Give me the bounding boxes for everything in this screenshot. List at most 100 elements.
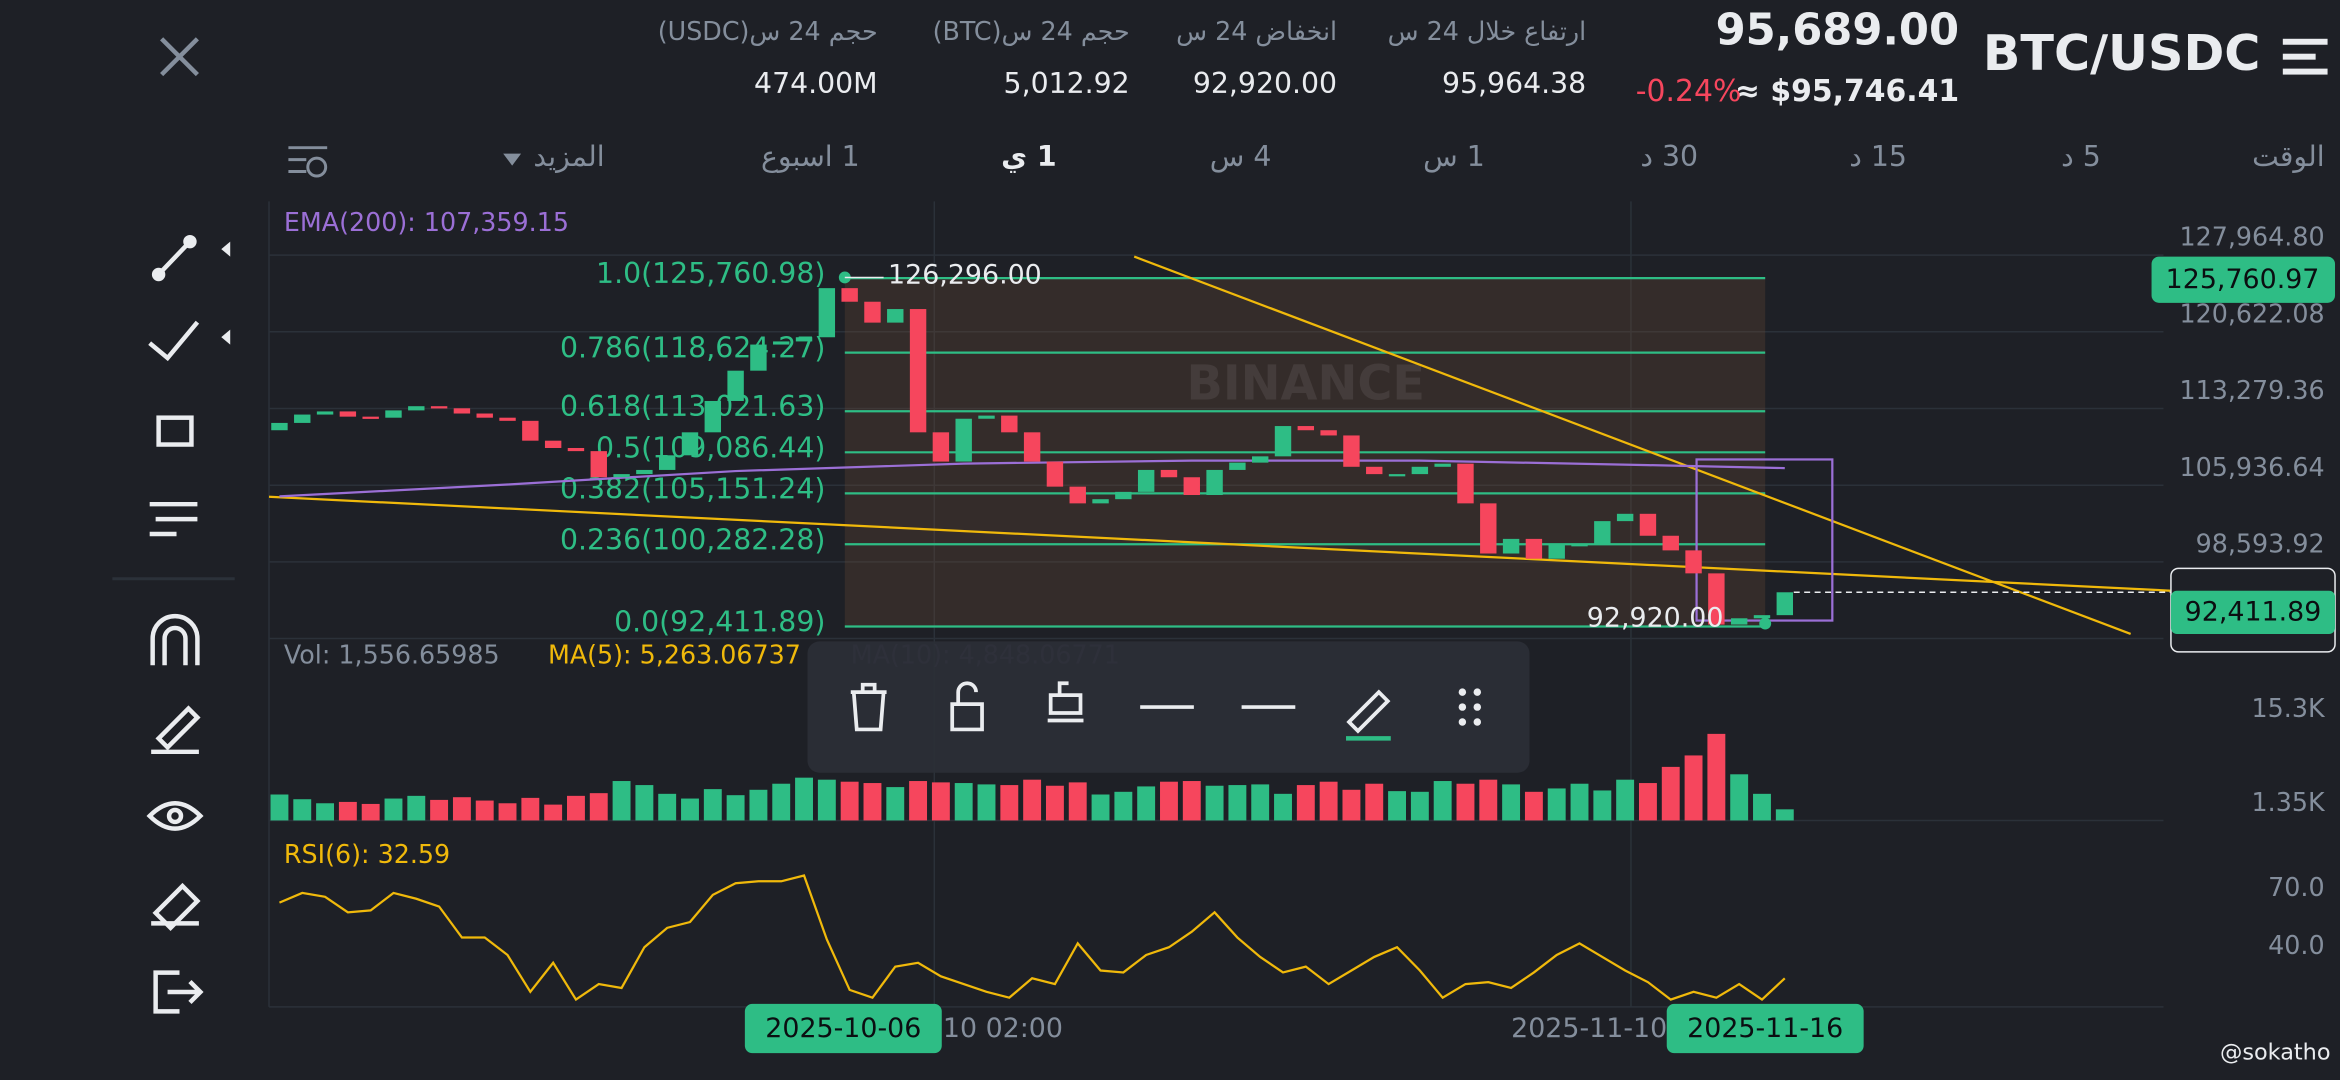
candle-body — [1411, 466, 1429, 475]
template-icon[interactable] — [1047, 681, 1084, 723]
interval-tab[interactable]: الوقت — [2252, 140, 2325, 173]
interval-tab[interactable]: 15 د — [1849, 140, 1907, 173]
volume-bar — [749, 789, 768, 821]
volume-bar — [361, 803, 380, 821]
volume-bar — [1000, 785, 1019, 821]
volume-bar — [1707, 733, 1726, 821]
candle-body — [590, 451, 607, 478]
fib-label: 0.786(118,624.27) — [560, 332, 825, 365]
volume-bar — [1251, 784, 1270, 821]
volume-bar — [293, 799, 312, 821]
candle-body — [1434, 463, 1451, 467]
volume-bar — [635, 785, 654, 821]
candle-body — [1069, 486, 1086, 504]
volume-bar — [658, 793, 677, 821]
candle-body — [978, 415, 995, 419]
volume-bar — [384, 798, 403, 821]
volume-bar — [1753, 793, 1771, 821]
interval-tab[interactable]: 1 اسبوع — [761, 140, 860, 173]
candle-body — [1229, 462, 1246, 470]
volume-bar — [772, 783, 791, 821]
volume-bar — [612, 781, 631, 821]
volume-bar — [1045, 785, 1064, 821]
ema-line — [279, 459, 1785, 498]
candle-body — [864, 301, 881, 323]
close-button[interactable] — [160, 37, 199, 77]
volume-bar — [681, 798, 699, 821]
price-tick-label: 113,279.36 — [2179, 375, 2324, 405]
candle-body — [544, 440, 562, 448]
watermark: BINANCE — [1186, 356, 1425, 411]
candle-body — [408, 406, 425, 411]
volume-bar — [498, 803, 517, 821]
delete-icon[interactable] — [850, 682, 887, 732]
volume-bar — [977, 784, 996, 821]
volume-bar — [954, 783, 973, 821]
volume-bar — [1274, 793, 1292, 821]
interval-tab[interactable]: 30 د — [1640, 140, 1698, 173]
interval-tab[interactable]: 1 س — [1423, 140, 1485, 173]
candle-body — [385, 410, 402, 418]
price-tick-label: 120,622.08 — [2179, 298, 2324, 328]
fib-label: 0.382(105,151.24) — [560, 472, 825, 505]
volume-bar — [1160, 781, 1178, 821]
more-icon[interactable] — [1458, 688, 1482, 726]
interval-tab[interactable]: 1 ي — [1001, 140, 1057, 173]
price-tick-label: 98,593.92 — [2196, 529, 2325, 559]
candle-body — [1183, 477, 1200, 496]
volume-tick-label: 1.35K — [2252, 787, 2326, 817]
date-label: 2025-11-16 — [1687, 1013, 1843, 1044]
candle-body — [1274, 426, 1292, 457]
volume-label: Vol: 1,556.65985 — [284, 639, 500, 669]
candle-body — [613, 474, 630, 478]
volume-tick-label: 15.3K — [2252, 693, 2326, 723]
candle-body — [522, 420, 539, 441]
interval-tab[interactable]: 4 س — [1210, 140, 1272, 173]
volume-bar — [817, 779, 836, 821]
settings-icon[interactable] — [288, 146, 328, 178]
volume-bar — [1547, 788, 1566, 821]
candle-body — [955, 418, 972, 462]
menu-icon[interactable] — [2282, 38, 2328, 75]
candle-body — [1092, 499, 1109, 504]
volume-bar — [1182, 781, 1201, 821]
candle-body — [1662, 535, 1679, 551]
volume-bar — [1023, 779, 1042, 821]
volume-bar — [863, 783, 882, 821]
candle-body — [499, 417, 516, 421]
volume-bar — [1365, 783, 1384, 821]
candle-body — [1137, 469, 1155, 492]
volume-bar — [544, 804, 563, 821]
unlock-icon[interactable] — [950, 681, 984, 732]
volume-bar — [1319, 781, 1338, 821]
last-price: 95,689.00 — [1716, 5, 1960, 55]
date-label: 10 02:00 — [943, 1013, 1063, 1044]
date-label: 2025-10-06 — [765, 1013, 921, 1044]
interval-tab[interactable]: 5 د — [2061, 140, 2101, 173]
candle-body — [453, 408, 471, 414]
candle-body — [1730, 618, 1748, 625]
candle-body — [1639, 513, 1657, 536]
stat-value: 95,964.38 — [1442, 67, 1586, 100]
volume-bar — [452, 797, 471, 821]
edit-icon[interactable] — [1346, 689, 1391, 734]
volume-bar — [316, 803, 335, 821]
candle-body — [681, 432, 699, 456]
candle-body — [1502, 538, 1520, 554]
candle-body — [1616, 513, 1634, 522]
candle-body — [704, 400, 722, 433]
volume-bar — [1593, 790, 1612, 821]
interval-tab[interactable]: المزيد — [533, 140, 604, 173]
volume-bar — [1068, 782, 1087, 821]
candle-body — [932, 432, 950, 462]
candle-body — [1776, 592, 1793, 616]
candle-body — [1297, 426, 1315, 431]
volume-bar — [1661, 766, 1680, 821]
volume-bar — [1114, 791, 1133, 821]
candle-body — [271, 422, 288, 431]
volume-bar — [1228, 785, 1247, 821]
volume-bar — [931, 782, 950, 821]
volume-bar — [1456, 783, 1475, 821]
dropdown-arrow[interactable] — [503, 153, 522, 166]
